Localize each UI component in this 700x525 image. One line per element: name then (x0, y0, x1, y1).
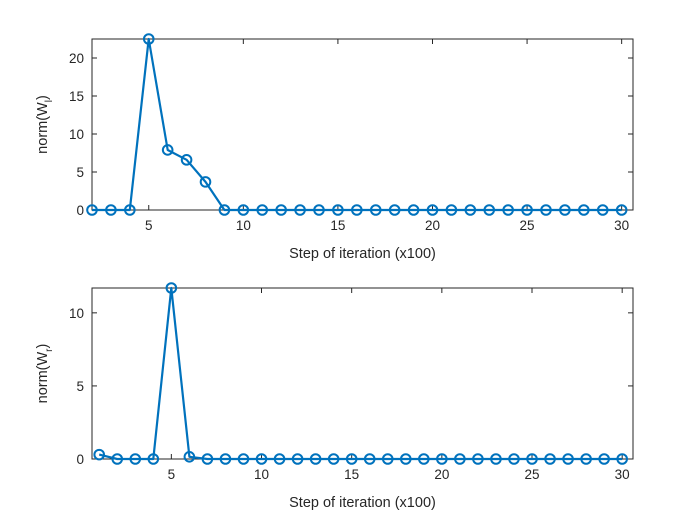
data-marker (199, 176, 212, 188)
data-marker (332, 204, 344, 216)
data-marker (388, 204, 401, 216)
data-marker (580, 453, 592, 465)
data-marker (598, 453, 610, 465)
data-marker (502, 204, 514, 216)
data-marker (399, 453, 412, 465)
x-tick-label: 5 (145, 218, 153, 233)
x-tick-label: 20 (434, 467, 449, 482)
data-marker (540, 204, 552, 216)
data-marker (142, 33, 155, 45)
data-marker (616, 453, 628, 465)
data-marker (596, 204, 609, 216)
x-tick-label: 15 (344, 467, 359, 482)
y-axis-label: norm(Wl) (35, 95, 55, 154)
data-marker (578, 204, 590, 216)
data-marker (124, 204, 136, 216)
data-marker (464, 204, 477, 216)
data-marker (544, 453, 556, 465)
x-tick-label: 30 (614, 218, 629, 233)
data-marker (418, 453, 430, 465)
y-label-subscript: r (44, 348, 55, 352)
y-label-main: norm(W (35, 352, 51, 404)
y-tick-label: 5 (76, 379, 84, 394)
x-tick-label: 20 (425, 218, 440, 233)
y-label-close: ) (35, 95, 51, 100)
data-line (98, 286, 623, 461)
data-marker (508, 453, 520, 465)
data-marker (436, 453, 448, 465)
data-marker (490, 453, 502, 465)
data-marker (454, 453, 466, 465)
data-line (92, 37, 622, 212)
data-marker (86, 204, 98, 216)
data-marker (256, 204, 269, 216)
x-tick-label: 30 (615, 467, 630, 482)
data-marker (426, 204, 439, 216)
data-marker (351, 204, 363, 216)
x-axis-label: Step of iteration (x100) (289, 246, 436, 262)
data-marker (147, 453, 160, 465)
data-marker (559, 204, 571, 216)
y-tick-label: 10 (69, 306, 84, 321)
x-tick-label: 10 (254, 467, 269, 482)
data-marker (275, 204, 287, 216)
data-marker (219, 453, 232, 465)
data-marker (255, 453, 268, 465)
data-marker (521, 204, 533, 216)
data-marker (381, 453, 394, 465)
data-marker (309, 453, 322, 465)
y-label-close: ) (35, 344, 51, 349)
y-axis-label: norm(Wr) (35, 344, 55, 404)
data-marker (165, 282, 178, 294)
data-marker (201, 453, 214, 465)
data-marker (562, 453, 574, 465)
y-tick-label: 0 (76, 452, 84, 467)
y-label-main: norm(W (35, 102, 51, 154)
data-marker (111, 453, 124, 465)
data-marker (615, 204, 628, 216)
data-marker (218, 204, 231, 216)
data-marker (161, 144, 174, 156)
data-marker (483, 204, 496, 216)
data-marker (93, 448, 106, 461)
data-marker (129, 453, 142, 465)
x-tick-label: 25 (520, 218, 535, 233)
y-tick-label: 15 (69, 89, 84, 104)
data-marker (294, 204, 306, 216)
axes-box (91, 38, 634, 211)
data-marker (369, 204, 382, 216)
data-marker (180, 154, 193, 166)
data-marker (363, 453, 376, 465)
data-marker (407, 204, 420, 216)
x-tick-label: 10 (236, 218, 251, 233)
bottom-subplot-norm-wr: 5 10 15 20 25 30 0 5 10 Step of iteration (x100) n… (35, 282, 634, 511)
x-tick-label: 15 (330, 218, 345, 233)
y-tick-label: 10 (69, 127, 84, 142)
data-marker (345, 453, 358, 465)
y-tick-label: 5 (76, 165, 84, 180)
data-marker (313, 204, 325, 216)
data-marker (445, 204, 458, 216)
y-tick-label: 20 (69, 51, 84, 66)
data-marker (526, 453, 538, 465)
x-tick-label: 25 (524, 467, 539, 482)
data-marker (472, 453, 484, 465)
data-marker (183, 451, 196, 463)
data-marker (291, 453, 304, 465)
data-marker (237, 204, 250, 216)
data-marker (273, 453, 286, 465)
y-label-subscript: l (44, 100, 55, 102)
x-axis-label: Step of iteration (x100) (289, 495, 436, 511)
data-marker (237, 453, 250, 465)
top-subplot-norm-wl: 5 10 15 20 25 30 0 5 10 15 20 Step of iteration (x1… (35, 33, 634, 262)
y-tick-label: 0 (76, 203, 84, 218)
data-marker (327, 453, 340, 465)
data-marker (105, 204, 117, 216)
x-tick-label: 5 (168, 467, 176, 482)
